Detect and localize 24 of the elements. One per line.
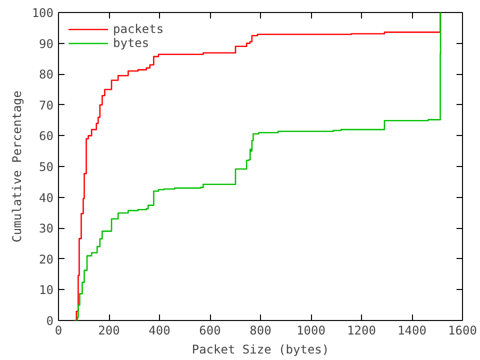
y-tick-label: 70 <box>39 98 54 112</box>
legend-label: packets <box>113 22 164 36</box>
x-tick-label: 0 <box>54 324 62 338</box>
x-tick-label: 1000 <box>296 324 326 338</box>
y-tick-label: 0 <box>46 314 54 328</box>
x-tick-label: 400 <box>148 324 170 338</box>
x-tick-label: 1400 <box>398 324 426 338</box>
x-tick-label: 800 <box>250 324 272 338</box>
y-tick-label: 80 <box>39 68 54 82</box>
x-tick-label: 600 <box>199 324 221 338</box>
y-tick-label: 50 <box>39 160 54 174</box>
x-tick-label: 200 <box>98 324 120 338</box>
y-axis-title: Cumulative Percentage <box>10 90 24 242</box>
x-tick-label: 1600 <box>448 324 477 338</box>
y-tick-label: 90 <box>39 36 54 51</box>
y-tick-label: 100 <box>32 6 54 20</box>
y-tick-label: 30 <box>39 222 54 236</box>
y-tick-label: 40 <box>39 190 54 205</box>
x-axis-title: Packet Size (bytes) <box>192 342 330 356</box>
x-tick-label: 1200 <box>347 324 376 338</box>
y-tick-label: 20 <box>39 252 54 266</box>
y-tick-label: 10 <box>39 283 54 298</box>
y-tick-label: 60 <box>39 129 54 144</box>
legend-label: bytes <box>113 36 150 50</box>
